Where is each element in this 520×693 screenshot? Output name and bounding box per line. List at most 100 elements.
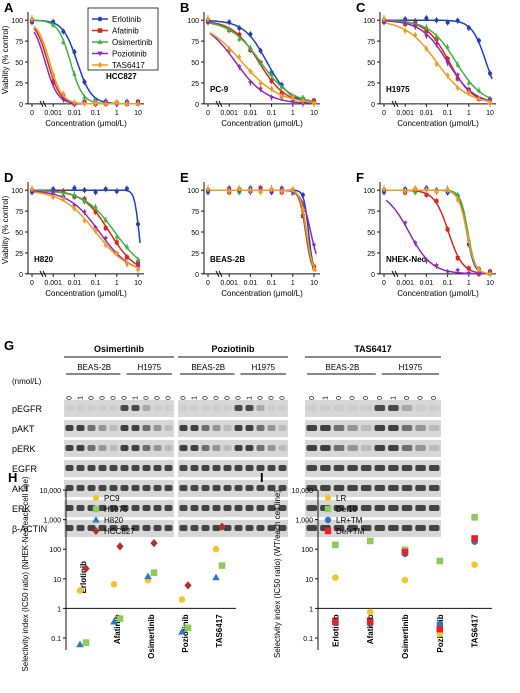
cell-line-label: H820 bbox=[34, 255, 54, 264]
cell-line-label: BEAS-2B bbox=[191, 363, 225, 372]
blot-band bbox=[256, 405, 265, 411]
blot-band bbox=[401, 405, 413, 411]
curve-tas6417 bbox=[33, 25, 141, 105]
data-point bbox=[476, 267, 482, 273]
data-point bbox=[424, 24, 429, 29]
blot-band bbox=[98, 505, 107, 511]
data-point bbox=[76, 587, 84, 594]
blot-band bbox=[179, 425, 188, 431]
data-point bbox=[424, 34, 429, 39]
legend-marker bbox=[92, 494, 100, 502]
blot-band bbox=[320, 465, 331, 471]
curve-poziotinib bbox=[34, 190, 141, 270]
legend-marker bbox=[97, 51, 103, 57]
dose-label: 10 bbox=[89, 396, 96, 404]
x-tick-label: 10 bbox=[486, 110, 494, 117]
data-point bbox=[311, 101, 317, 107]
data-point bbox=[366, 608, 374, 616]
legend-label: H1975 bbox=[104, 505, 128, 514]
blot-band bbox=[428, 525, 440, 531]
blot-band bbox=[87, 485, 96, 491]
data-point bbox=[445, 56, 450, 61]
blot-band bbox=[360, 405, 372, 411]
blot-band bbox=[428, 485, 440, 491]
panel-label: H bbox=[8, 470, 17, 485]
blot-band bbox=[76, 425, 85, 431]
x-tick-label: 0 bbox=[30, 110, 34, 117]
blot-band bbox=[142, 505, 151, 511]
x-tick-label: 0.1 bbox=[91, 110, 101, 117]
data-point bbox=[381, 16, 387, 22]
category-label: Osimertinib bbox=[401, 614, 410, 659]
dose-label: 0 bbox=[377, 396, 384, 400]
blot-band bbox=[401, 465, 413, 471]
blot-band bbox=[223, 485, 232, 491]
blot-band bbox=[320, 405, 331, 411]
y-tick-label: 100 bbox=[301, 547, 313, 554]
blot-strip bbox=[178, 460, 288, 477]
data-point bbox=[61, 39, 66, 44]
x-tick-label: 0 bbox=[206, 110, 210, 117]
data-point bbox=[82, 218, 87, 224]
blot-band bbox=[153, 525, 162, 531]
blot-band bbox=[278, 525, 287, 531]
data-point bbox=[488, 71, 492, 76]
x-tick-label: 0.01 bbox=[68, 110, 82, 117]
data-point bbox=[103, 226, 108, 231]
blot-band bbox=[131, 405, 140, 411]
x-tick-label: 0 bbox=[382, 280, 386, 287]
blot-band bbox=[428, 465, 440, 471]
blot-band bbox=[347, 425, 358, 431]
x-tick-label: 10 bbox=[134, 110, 142, 117]
blot-band bbox=[120, 465, 129, 471]
blot-band bbox=[164, 525, 173, 531]
data-point bbox=[184, 581, 192, 590]
data-point bbox=[269, 72, 274, 77]
data-point bbox=[82, 210, 87, 215]
blot-panel: GOsimertinibBEAS-2BH197501101001,0000110… bbox=[4, 338, 441, 537]
y-tick-label: 25 bbox=[367, 251, 375, 258]
blot-strip bbox=[178, 440, 288, 457]
data-point bbox=[72, 99, 77, 105]
data-point bbox=[445, 270, 450, 275]
blot-band bbox=[212, 465, 221, 471]
data-point bbox=[258, 189, 263, 195]
data-point bbox=[445, 187, 450, 193]
legend-label: Afatinib bbox=[112, 27, 139, 36]
data-point bbox=[248, 32, 253, 37]
data-point bbox=[269, 86, 274, 92]
data-point bbox=[311, 243, 317, 248]
blot-band bbox=[256, 465, 265, 471]
blot-band bbox=[223, 405, 232, 411]
category-label: Erlotinib bbox=[331, 614, 340, 647]
blot-band bbox=[98, 425, 107, 431]
blot-band bbox=[131, 505, 140, 511]
data-point bbox=[93, 204, 98, 209]
drug-label: Osimertinib bbox=[94, 344, 145, 354]
data-point bbox=[116, 615, 124, 622]
axis-break bbox=[39, 270, 44, 278]
x-axis-title: Concentration (μmol/L) bbox=[45, 119, 127, 128]
data-point bbox=[51, 194, 56, 200]
x-tick-label: 1 bbox=[115, 110, 119, 117]
data-point bbox=[300, 214, 305, 219]
x-tick-label: 0 bbox=[382, 110, 386, 117]
blot-band bbox=[212, 505, 221, 511]
curve-poziotinib bbox=[209, 32, 317, 105]
data-point bbox=[103, 242, 108, 248]
data-point bbox=[144, 572, 152, 580]
curve-panel-b: B 0 25 50 75 100 0 0.001 0.01 0.1 1 10 Concentration… bbox=[180, 0, 320, 128]
x-tick-label: 1 bbox=[115, 280, 119, 287]
x-tick-label: 0.01 bbox=[244, 110, 258, 117]
panel-label: G bbox=[4, 338, 14, 353]
data-point bbox=[248, 81, 253, 86]
y-tick-label: 100 bbox=[11, 188, 23, 195]
curve-osimertinib bbox=[34, 189, 141, 261]
data-point bbox=[110, 581, 118, 588]
blot-band bbox=[120, 505, 129, 511]
data-point bbox=[124, 186, 129, 191]
y-tick-label: 0 bbox=[195, 102, 199, 109]
blot-row-label: ERK bbox=[12, 504, 31, 514]
blot-band bbox=[109, 405, 118, 411]
